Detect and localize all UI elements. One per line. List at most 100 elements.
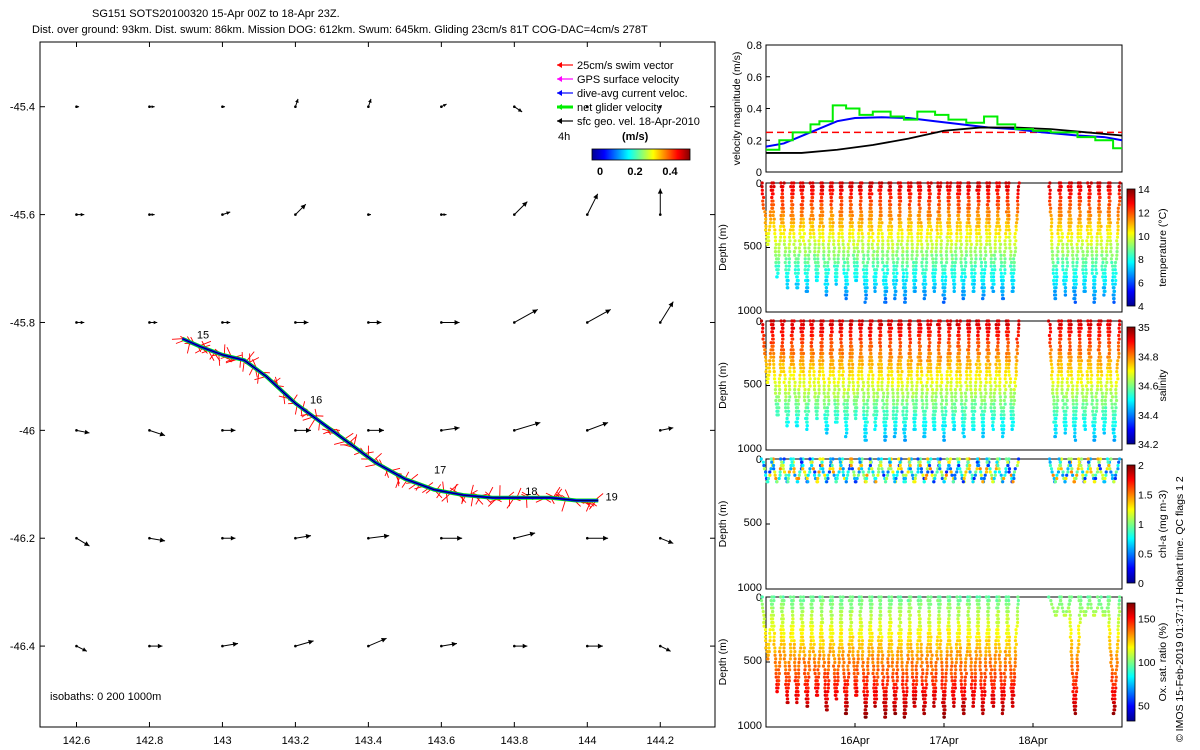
profile-point [805,420,809,424]
profile-point [821,369,825,374]
profile-point [929,366,933,370]
profile-point [778,239,782,243]
profile-point [1070,246,1074,250]
profile-point [837,388,841,392]
profile-point [944,388,949,392]
profile-point [833,384,837,388]
profile-point [984,373,989,377]
profile-point [1094,409,1099,413]
profile-point [836,380,840,385]
profile-point [803,246,807,250]
profile-point [1065,377,1070,381]
profile-point [808,228,813,232]
profile-point [1084,271,1088,275]
arrow-head [300,204,306,210]
profile-point [999,260,1004,265]
profile-point [1089,362,1093,366]
profile-point [845,409,849,413]
profile-point [786,476,790,481]
profile-point [883,480,888,484]
profile-point [882,473,886,477]
profile-point [801,228,805,232]
profile-point [1051,260,1055,265]
profile-point [868,199,873,203]
profile-point [809,351,813,356]
profile-point [943,286,947,290]
surface-velocity-arrow [440,641,458,648]
profile-point [908,351,912,356]
profile-point [1117,326,1121,330]
profile-point [816,398,820,403]
profile-point [864,427,868,431]
profile-point [877,319,881,323]
profile-point [822,257,826,261]
profile-point [791,362,796,366]
profile-point [878,203,882,207]
profile-point [790,188,794,192]
depth-ylabel: Depth (m) [717,362,729,409]
profile-point [868,181,872,185]
profile-point [771,341,775,345]
profile-point [812,473,817,477]
profile-point [811,457,815,461]
profile-point [767,228,771,232]
profile-point [1113,275,1117,279]
profile-point [1106,319,1110,323]
profile-point [876,235,880,239]
profile-point [910,235,914,239]
profile-point [865,409,869,413]
profile-point [946,192,951,196]
profile-point [1064,275,1069,279]
profile-point [906,366,911,370]
profile-point [802,373,806,377]
profile-point [876,260,880,265]
profile-point [867,467,871,471]
profile-point [909,377,914,381]
profile-point [796,480,800,484]
profile-point [958,228,963,232]
profile-point [927,337,931,341]
profile-point [997,239,1002,243]
profile-point [952,289,956,293]
profile-point [969,257,974,261]
profile-point [817,388,821,392]
profile-point [956,341,960,345]
profile-point [925,373,929,377]
profile-point [800,333,804,338]
profile-point [969,250,973,254]
profile-point [914,391,919,395]
profile-point [832,377,836,381]
profile-point [848,457,853,461]
profile-point [975,369,979,374]
profile-point [768,473,772,477]
profile-point [1117,203,1121,207]
profile-point [1060,391,1064,395]
profile-point [1076,235,1080,239]
profile-point [930,395,934,399]
profile-point [994,373,999,377]
profile-point [965,228,969,232]
profile-point [1059,213,1063,218]
profile-point [985,188,990,192]
profile-point [1081,253,1085,257]
profile-point [994,369,998,374]
profile-point [1078,362,1083,366]
profile-point [825,420,829,424]
profile-point [1081,388,1085,392]
profile-point [822,250,826,254]
profile-point [940,409,944,413]
profile-point [1066,231,1071,236]
profile-point [879,362,884,366]
profile-point [788,250,792,254]
profile-point [886,373,890,377]
profile-point [770,181,774,185]
profile-point [1059,373,1064,377]
profile-point [882,264,886,268]
profile-point [863,278,867,283]
profile-point [820,337,824,341]
profile-point [985,337,989,341]
profile-point [1073,289,1077,293]
arrow-head [303,320,309,325]
profile-point [858,460,862,464]
profile-point [944,275,948,279]
